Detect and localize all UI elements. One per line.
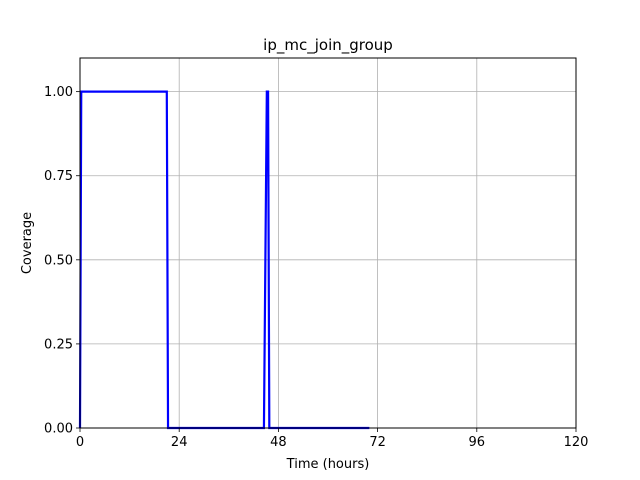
- x-tick-label: 0: [76, 435, 84, 450]
- x-tick-label: 96: [469, 435, 486, 450]
- y-axis: 0.00 0.25 0.50 0.75 1.00: [44, 85, 80, 437]
- y-axis-label: Coverage: [20, 212, 35, 274]
- y-tick-label: 0.75: [44, 169, 73, 184]
- x-axis: 0 24 48 72 96 120: [76, 428, 589, 450]
- x-tick-label: 120: [564, 435, 589, 450]
- x-tick-label: 24: [171, 435, 188, 450]
- y-tick-label: 0.50: [44, 253, 73, 268]
- chart-title: ip_mc_join_group: [263, 36, 393, 55]
- x-axis-label: Time (hours): [286, 457, 370, 472]
- y-tick-label: 1.00: [44, 85, 73, 100]
- plot-frame: [79, 57, 577, 429]
- x-tick-label: 48: [270, 435, 287, 450]
- y-tick-label: 0.00: [44, 422, 73, 437]
- x-tick-label: 72: [369, 435, 386, 450]
- y-tick-label: 0.25: [44, 337, 73, 352]
